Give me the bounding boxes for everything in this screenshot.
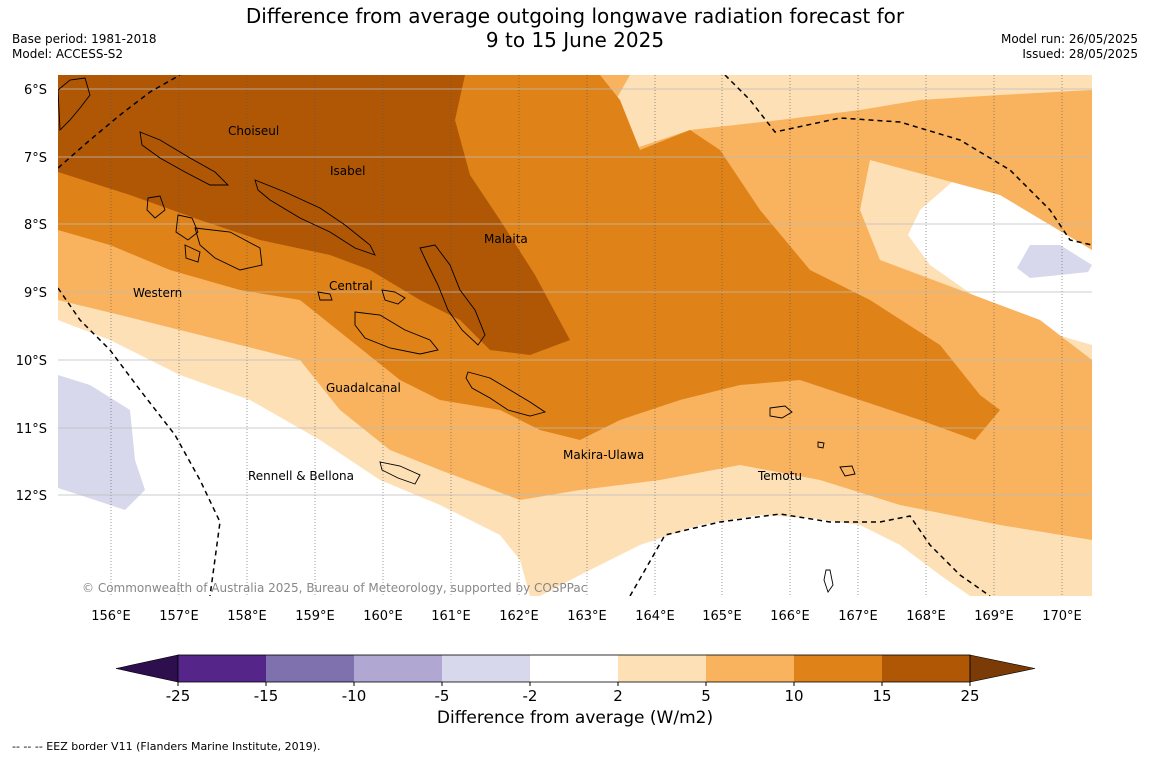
issued-date: Issued: 28/05/2025	[1022, 47, 1138, 61]
label-choiseul: Choiseul	[228, 124, 279, 138]
island-nendo	[769, 405, 793, 419]
label-malaita: Malaita	[484, 232, 528, 246]
lat-label: 10°S	[16, 354, 47, 369]
model-run: Model run: 26/05/2025	[1000, 32, 1138, 46]
lat-label: 8°S	[24, 218, 47, 233]
colorbar-segment	[618, 655, 706, 682]
map-title: Difference from average outgoing longwav…	[0, 4, 1150, 52]
province-labels: Choiseul Isabel Malaita Western Central …	[133, 124, 802, 483]
title-line-1: Difference from average outgoing longwav…	[245, 4, 905, 28]
lon-label: 159°E	[295, 609, 335, 624]
colorbar: -25 -15 -10 -5 -2 2 5 10 15 25	[115, 654, 1036, 705]
meta-right: Model run: 26/05/2025 Issued: 28/05/2025	[1001, 32, 1138, 62]
colorbar-extend-low	[115, 654, 179, 683]
island-kolombangara	[175, 214, 199, 241]
lat-label: 7°S	[24, 151, 47, 166]
island-utupua	[817, 441, 825, 449]
copyright-notice: © Commonwealth of Australia 2025, Bureau…	[82, 581, 587, 595]
colorbar-frame	[177, 654, 971, 683]
lat-label: 6°S	[24, 83, 47, 98]
eez-borders	[58, 75, 1092, 596]
label-rennell-bellona: Rennell & Bellona	[248, 469, 354, 483]
colorbar-tick-label: -10	[342, 687, 367, 705]
island-guadalcanal	[354, 311, 439, 355]
island-makira	[465, 371, 547, 417]
label-isabel: Isabel	[330, 164, 365, 178]
latitude-labels: 6°S 7°S 8°S 9°S 10°S 11°S 12°S	[16, 83, 47, 504]
island-new-georgia	[194, 227, 263, 271]
colorbar-tick-label: 15	[872, 687, 891, 705]
colorbar-label: Difference from average (W/m2)	[436, 708, 714, 728]
lon-label: 169°E	[974, 609, 1014, 624]
lon-label: 163°E	[567, 609, 607, 624]
lon-label: 161°E	[431, 609, 471, 624]
island-malaita	[419, 244, 486, 346]
label-western: Western	[133, 286, 182, 300]
island-rendova	[184, 244, 201, 263]
colorbar-tick-label: -15	[254, 687, 279, 705]
colorbar-segment	[266, 655, 354, 682]
island-banks	[823, 569, 834, 593]
label-guadalcanal: Guadalcanal	[326, 381, 401, 395]
model-name: Model: ACCESS-S2	[12, 47, 124, 61]
band-negative-e	[1017, 245, 1092, 278]
base-period: Base period: 1981-2018	[12, 32, 157, 46]
lon-label: 164°E	[635, 609, 675, 624]
lon-label: 156°E	[91, 609, 131, 624]
lat-label: 12°S	[16, 489, 47, 504]
island-isabel	[254, 179, 376, 256]
colorbar-segment	[442, 655, 530, 682]
island-vella	[146, 195, 166, 219]
colorbar-segment	[530, 655, 618, 682]
lon-label: 162°E	[499, 609, 539, 624]
title-line-2: 9 to 15 June 2025	[485, 28, 665, 52]
map-panel: © Commonwealth of Australia 2025, Bureau…	[58, 75, 1092, 596]
lon-label: 167°E	[838, 609, 878, 624]
colorbar-tick-label: -25	[166, 687, 191, 705]
colorbar-tick-label: 25	[960, 687, 979, 705]
lon-label: 157°E	[159, 609, 199, 624]
lon-label: 158°E	[227, 609, 267, 624]
label-central: Central	[329, 279, 373, 293]
lon-label: 165°E	[702, 609, 742, 624]
island-bougainville	[58, 77, 91, 132]
colorbar-segment	[178, 655, 266, 682]
band-neutral-s	[540, 515, 970, 596]
band-neutral-sw	[58, 320, 530, 596]
coastlines	[58, 77, 856, 593]
lon-label: 166°E	[770, 609, 810, 624]
colorbar-segment	[794, 655, 882, 682]
lon-label: 160°E	[363, 609, 403, 624]
colorbar-extend-high	[969, 654, 1036, 683]
colorbar-tick-label: 2	[613, 687, 623, 705]
band-15-25	[58, 75, 570, 355]
meta-left: Base period: 1981-2018 Model: ACCESS-S2	[12, 32, 157, 62]
label-temotu: Temotu	[757, 469, 802, 483]
lat-label: 9°S	[24, 286, 47, 301]
island-russell	[317, 291, 333, 301]
island-choiseul	[139, 131, 230, 186]
colorbar-tick-label: -2	[523, 687, 538, 705]
lon-label: 168°E	[906, 609, 946, 624]
island-nggela	[381, 289, 406, 305]
label-makira-ulawa: Makira-Ulawa	[563, 448, 644, 462]
band-negative-w	[58, 375, 145, 510]
eez-legend: -- -- -- EEZ border V11 (Flanders Marine…	[12, 740, 321, 753]
colorbar-segment	[706, 655, 794, 682]
colorbar-tick-label: 10	[784, 687, 803, 705]
island-rennell	[379, 461, 421, 485]
longitude-labels: 156°E 157°E 158°E 159°E 160°E 161°E 162°…	[91, 609, 1082, 624]
colorbar-tick-label: 5	[701, 687, 711, 705]
latitude-gridlines	[58, 88, 1092, 496]
colorbar-segment	[354, 655, 442, 682]
colorbar-tick-label: -5	[435, 687, 450, 705]
lon-label: 170°E	[1042, 609, 1082, 624]
island-vanikoro	[839, 465, 856, 477]
lat-label: 11°S	[16, 422, 47, 437]
colorbar-segment	[882, 655, 970, 682]
